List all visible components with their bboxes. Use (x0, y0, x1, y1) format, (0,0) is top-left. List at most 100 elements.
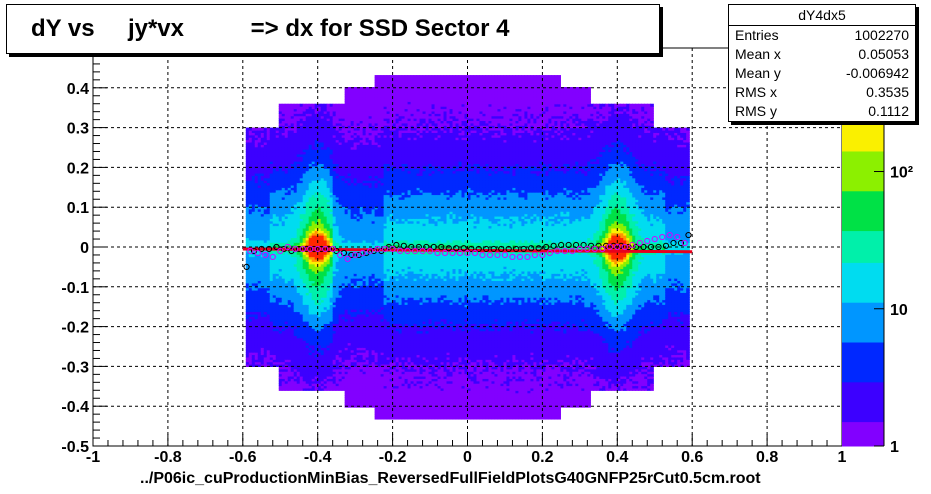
profile-magenta-point (299, 245, 306, 253)
profile-black-point (408, 243, 415, 251)
x-tick-label: -0.6 (229, 449, 257, 466)
stats-box: dY4dx5 Entries 1002270 Mean x 0.05053 Mean… (728, 4, 916, 122)
color-bar-segment (842, 262, 884, 272)
color-bar-segment (842, 294, 884, 304)
profile-magenta-point (262, 251, 269, 259)
profile-black-point (677, 239, 685, 247)
profile-magenta-point (277, 247, 284, 255)
profile-black-point (445, 245, 452, 252)
stats-label: Mean y (735, 65, 781, 81)
y-tick-label: 0.4 (67, 81, 89, 98)
profile-black-point (303, 245, 310, 253)
stats-value: -0.006942 (845, 65, 909, 81)
x-tick-label: 0.4 (606, 449, 628, 466)
color-bar-segment (842, 414, 884, 423)
profile-black-point (580, 241, 587, 249)
profile-black-point (617, 242, 625, 249)
y-tick-label: 0.1 (67, 200, 89, 217)
profile-magenta-point (659, 233, 666, 241)
color-bar-segment (842, 350, 884, 359)
profile-black-point (423, 243, 430, 251)
profile-magenta-point (471, 249, 479, 257)
profile-magenta-point (247, 247, 254, 255)
y-tick-label: -0.1 (61, 280, 89, 297)
profile-magenta-point (681, 239, 688, 247)
profile-magenta-point (456, 249, 464, 257)
stats-value: 0.1112 (868, 103, 909, 119)
x-tick-label: -1 (86, 449, 100, 466)
x-tick-label: -0.4 (304, 449, 332, 466)
profile-black-point (295, 245, 303, 253)
profile-magenta-point (561, 247, 568, 255)
profile-black-point (498, 245, 505, 253)
stats-row: Entries 1002270 (729, 26, 915, 45)
profile-black-point (558, 241, 565, 249)
axis-ticks (92, 47, 843, 447)
profile-magenta-point (584, 245, 591, 253)
profile-magenta-point (284, 243, 291, 251)
color-bar-segment (842, 302, 884, 312)
profile-magenta-point (441, 249, 449, 257)
color-bar-segment (842, 430, 884, 439)
profile-black-point (543, 243, 550, 251)
profile-black-point (573, 241, 580, 249)
profile-black-point (273, 243, 280, 251)
profile-magenta-point (494, 251, 501, 259)
stats-label: RMS y (735, 103, 777, 119)
color-bar-segment (842, 183, 884, 192)
profile-magenta-point (546, 249, 553, 257)
profile-magenta-point (554, 247, 561, 255)
profile-magenta-point (426, 247, 434, 255)
profile-magenta-point (254, 249, 261, 257)
y-tick-label: -0.5 (61, 439, 89, 456)
color-bar-segment (842, 207, 884, 216)
color-bar-segment (842, 318, 884, 328)
y-tick-label: -0.3 (61, 359, 89, 376)
color-bar-segment (842, 390, 884, 399)
color-bar-segment (842, 342, 884, 351)
x-tick-label: 0.2 (531, 449, 553, 466)
profile-black-point (595, 242, 602, 249)
profile-magenta-point (389, 245, 396, 253)
profile-black-point (513, 245, 520, 253)
stats-label: RMS x (735, 84, 777, 100)
y-tick-labels: -0.5 -0.4 -0.3 -0.2 -0.1 0 0.1 0.2 0.3 0.4 (61, 81, 89, 456)
profile-magenta-point (307, 245, 314, 253)
y-tick-label: -0.4 (61, 399, 89, 416)
profile-black-point (460, 245, 467, 252)
profile-black-point (587, 242, 595, 249)
profile-black-point (310, 245, 318, 253)
stats-value: 0.05053 (858, 46, 909, 62)
color-bar-segment (842, 278, 884, 288)
profile-black-point (265, 245, 273, 253)
profile-magenta-point (269, 253, 276, 261)
color-bar-segment (842, 231, 884, 240)
profile-magenta-point (404, 247, 411, 255)
profile-black-point (348, 251, 355, 259)
color-bar-segment (842, 119, 884, 129)
color-bar-segment (842, 175, 884, 184)
x-tick-label: 0.8 (756, 449, 778, 466)
color-bar-segment (842, 334, 884, 344)
profile-black-point (685, 231, 692, 239)
file-path-label: ../P06ic_cuProductionMinBias_ReversedFul… (140, 470, 761, 487)
profile-black-point (483, 245, 490, 253)
color-bar-segment (842, 247, 884, 256)
profile-magenta-point (576, 245, 583, 253)
profile-magenta-point (322, 245, 329, 253)
profile-magenta-point (337, 251, 344, 259)
color-bar-segment (842, 159, 884, 168)
stats-row: Mean x 0.05053 (729, 45, 915, 64)
heatmap-cells (245, 75, 690, 420)
profile-magenta-point (569, 247, 576, 255)
color-bar-segment (842, 223, 884, 232)
profile-magenta-point (629, 241, 636, 249)
profile-magenta-point (621, 243, 628, 251)
color-bar-segment (842, 398, 884, 407)
profile-magenta-point (329, 245, 336, 253)
color-bar-segment (842, 143, 884, 152)
x-tick-label: 0.6 (681, 449, 703, 466)
y-tick-label: -0.2 (61, 320, 89, 337)
profile-magenta-point (636, 239, 643, 247)
